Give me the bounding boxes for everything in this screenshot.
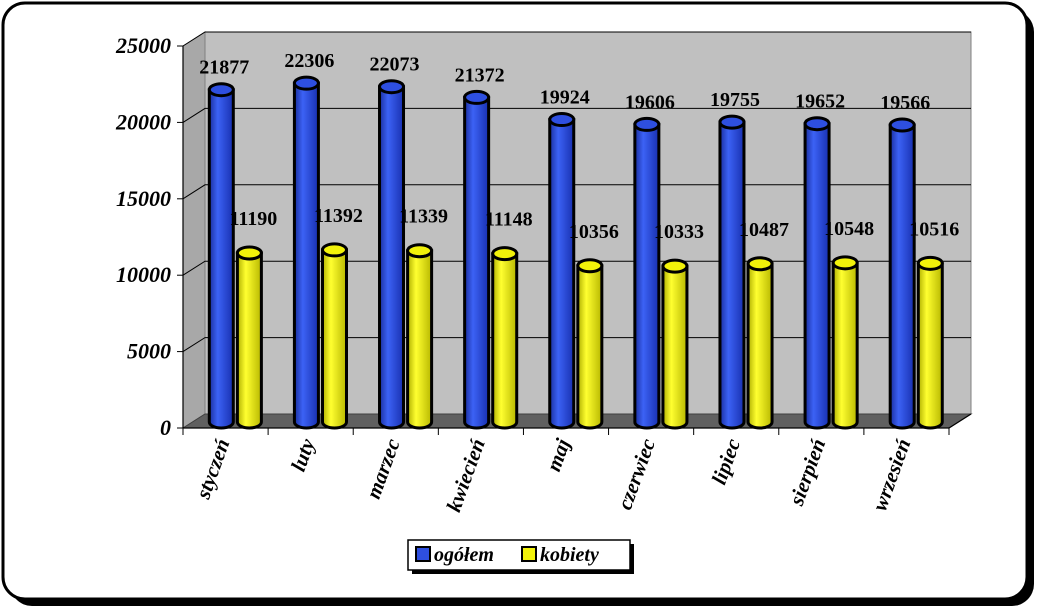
bar-cap [207,82,235,98]
data-label-ogolem: 21877 [199,57,249,79]
bar-body [548,118,576,430]
legend-item-ogolem-label: ogółem [434,544,494,566]
bar-cap [292,75,320,91]
bar-body [491,252,519,430]
data-labels: 21877 11190 22306 11392 22073 11339 21372 11148… [199,50,959,243]
gridline [182,260,971,276]
bar-cap [718,114,746,130]
bar-cap [491,246,519,262]
bar-ogolem-8 [888,117,916,430]
y-tick-label: 20000 [115,109,171,134]
bar-cap [916,255,944,271]
data-label-ogolem: 19924 [540,87,590,109]
legend: ogółem kobiety [407,539,634,574]
bar-cap [378,79,406,95]
data-label-ogolem: 19606 [625,91,675,113]
bar-kobiety-0 [235,245,263,430]
bar-body [463,95,491,430]
legend-box [407,539,631,571]
y-tick-label: 10000 [116,262,171,287]
bar-kobiety-8 [916,255,944,430]
data-label-kobiety: 10487 [739,219,789,241]
data-label-ogolem: 22306 [284,50,334,72]
bar-body [207,88,235,430]
data-label-kobiety: 10548 [824,218,874,240]
bar-body [633,122,661,430]
bars [207,75,944,430]
bar-body [888,123,916,430]
bar-ogolem-3 [463,89,491,430]
bar-kobiety-2 [406,243,434,430]
bar-body [378,85,406,430]
bar-body [661,264,689,430]
data-label-kobiety: 10333 [654,221,704,243]
data-label-kobiety: 11148 [485,209,533,231]
bar-ogolem-6 [718,114,746,430]
data-label-kobiety: 11339 [399,206,448,228]
legend-item-ogolem-swatch [415,546,431,562]
bar-cap [803,116,831,132]
bar-ogolem-1 [292,75,320,430]
side-wall [182,31,206,429]
data-label-kobiety: 10516 [909,218,959,240]
bar-cap [235,245,263,261]
gridlines [182,31,971,353]
gridline [182,337,971,353]
data-label-ogolem: 21372 [455,64,505,86]
bar-body [576,264,604,430]
bar-ogolem-7 [803,116,831,430]
bar-body [292,81,320,430]
bar-cap [320,242,348,258]
bar-ogolem-2 [378,79,406,430]
bar-cap [548,112,576,128]
bar-kobiety-5 [661,258,689,430]
bar-ogolem-5 [633,116,661,430]
bar-kobiety-3 [491,246,519,430]
bar-cap [406,243,434,259]
bar-body [320,248,348,430]
bar-cap [633,116,661,132]
bar-kobiety-7 [831,255,859,430]
y-tick-label: 0 [160,415,171,440]
data-label-ogolem: 19755 [710,89,760,111]
data-label-kobiety: 11392 [314,205,363,227]
legend-item-kobiety-swatch [521,546,537,562]
bar-body [406,249,434,430]
bar-cap [888,117,916,133]
bar-cap [746,256,774,272]
x-axis-depth [948,413,972,429]
data-label-ogolem: 22073 [370,54,420,76]
legend-item-kobiety-label: kobiety [540,544,599,566]
data-label-kobiety: 11190 [229,208,277,230]
bar-body [916,261,944,430]
bar-cap [661,258,689,274]
y-tick-label: 15000 [116,186,171,211]
data-label-ogolem: 19566 [880,92,930,114]
bar-kobiety-6 [746,256,774,430]
data-label-ogolem: 19652 [795,91,845,113]
bar-body [235,251,263,430]
bar-cap [576,258,604,274]
bar-cap [831,255,859,271]
bar-body [803,122,831,430]
bar-body [831,261,859,430]
bar-kobiety-1 [320,242,348,430]
gridline [182,31,971,47]
bar-ogolem-0 [207,82,235,430]
gridline [182,107,971,123]
bar-cap [463,89,491,105]
bar-body [746,262,774,430]
gridline [182,184,971,200]
data-label-kobiety: 10356 [569,221,619,243]
bar-ogolem-4 [548,112,576,430]
y-tick-label: 25000 [115,33,171,58]
y-tick-label: 5000 [127,339,171,364]
bar-body [718,120,746,430]
bar-kobiety-4 [576,258,604,430]
